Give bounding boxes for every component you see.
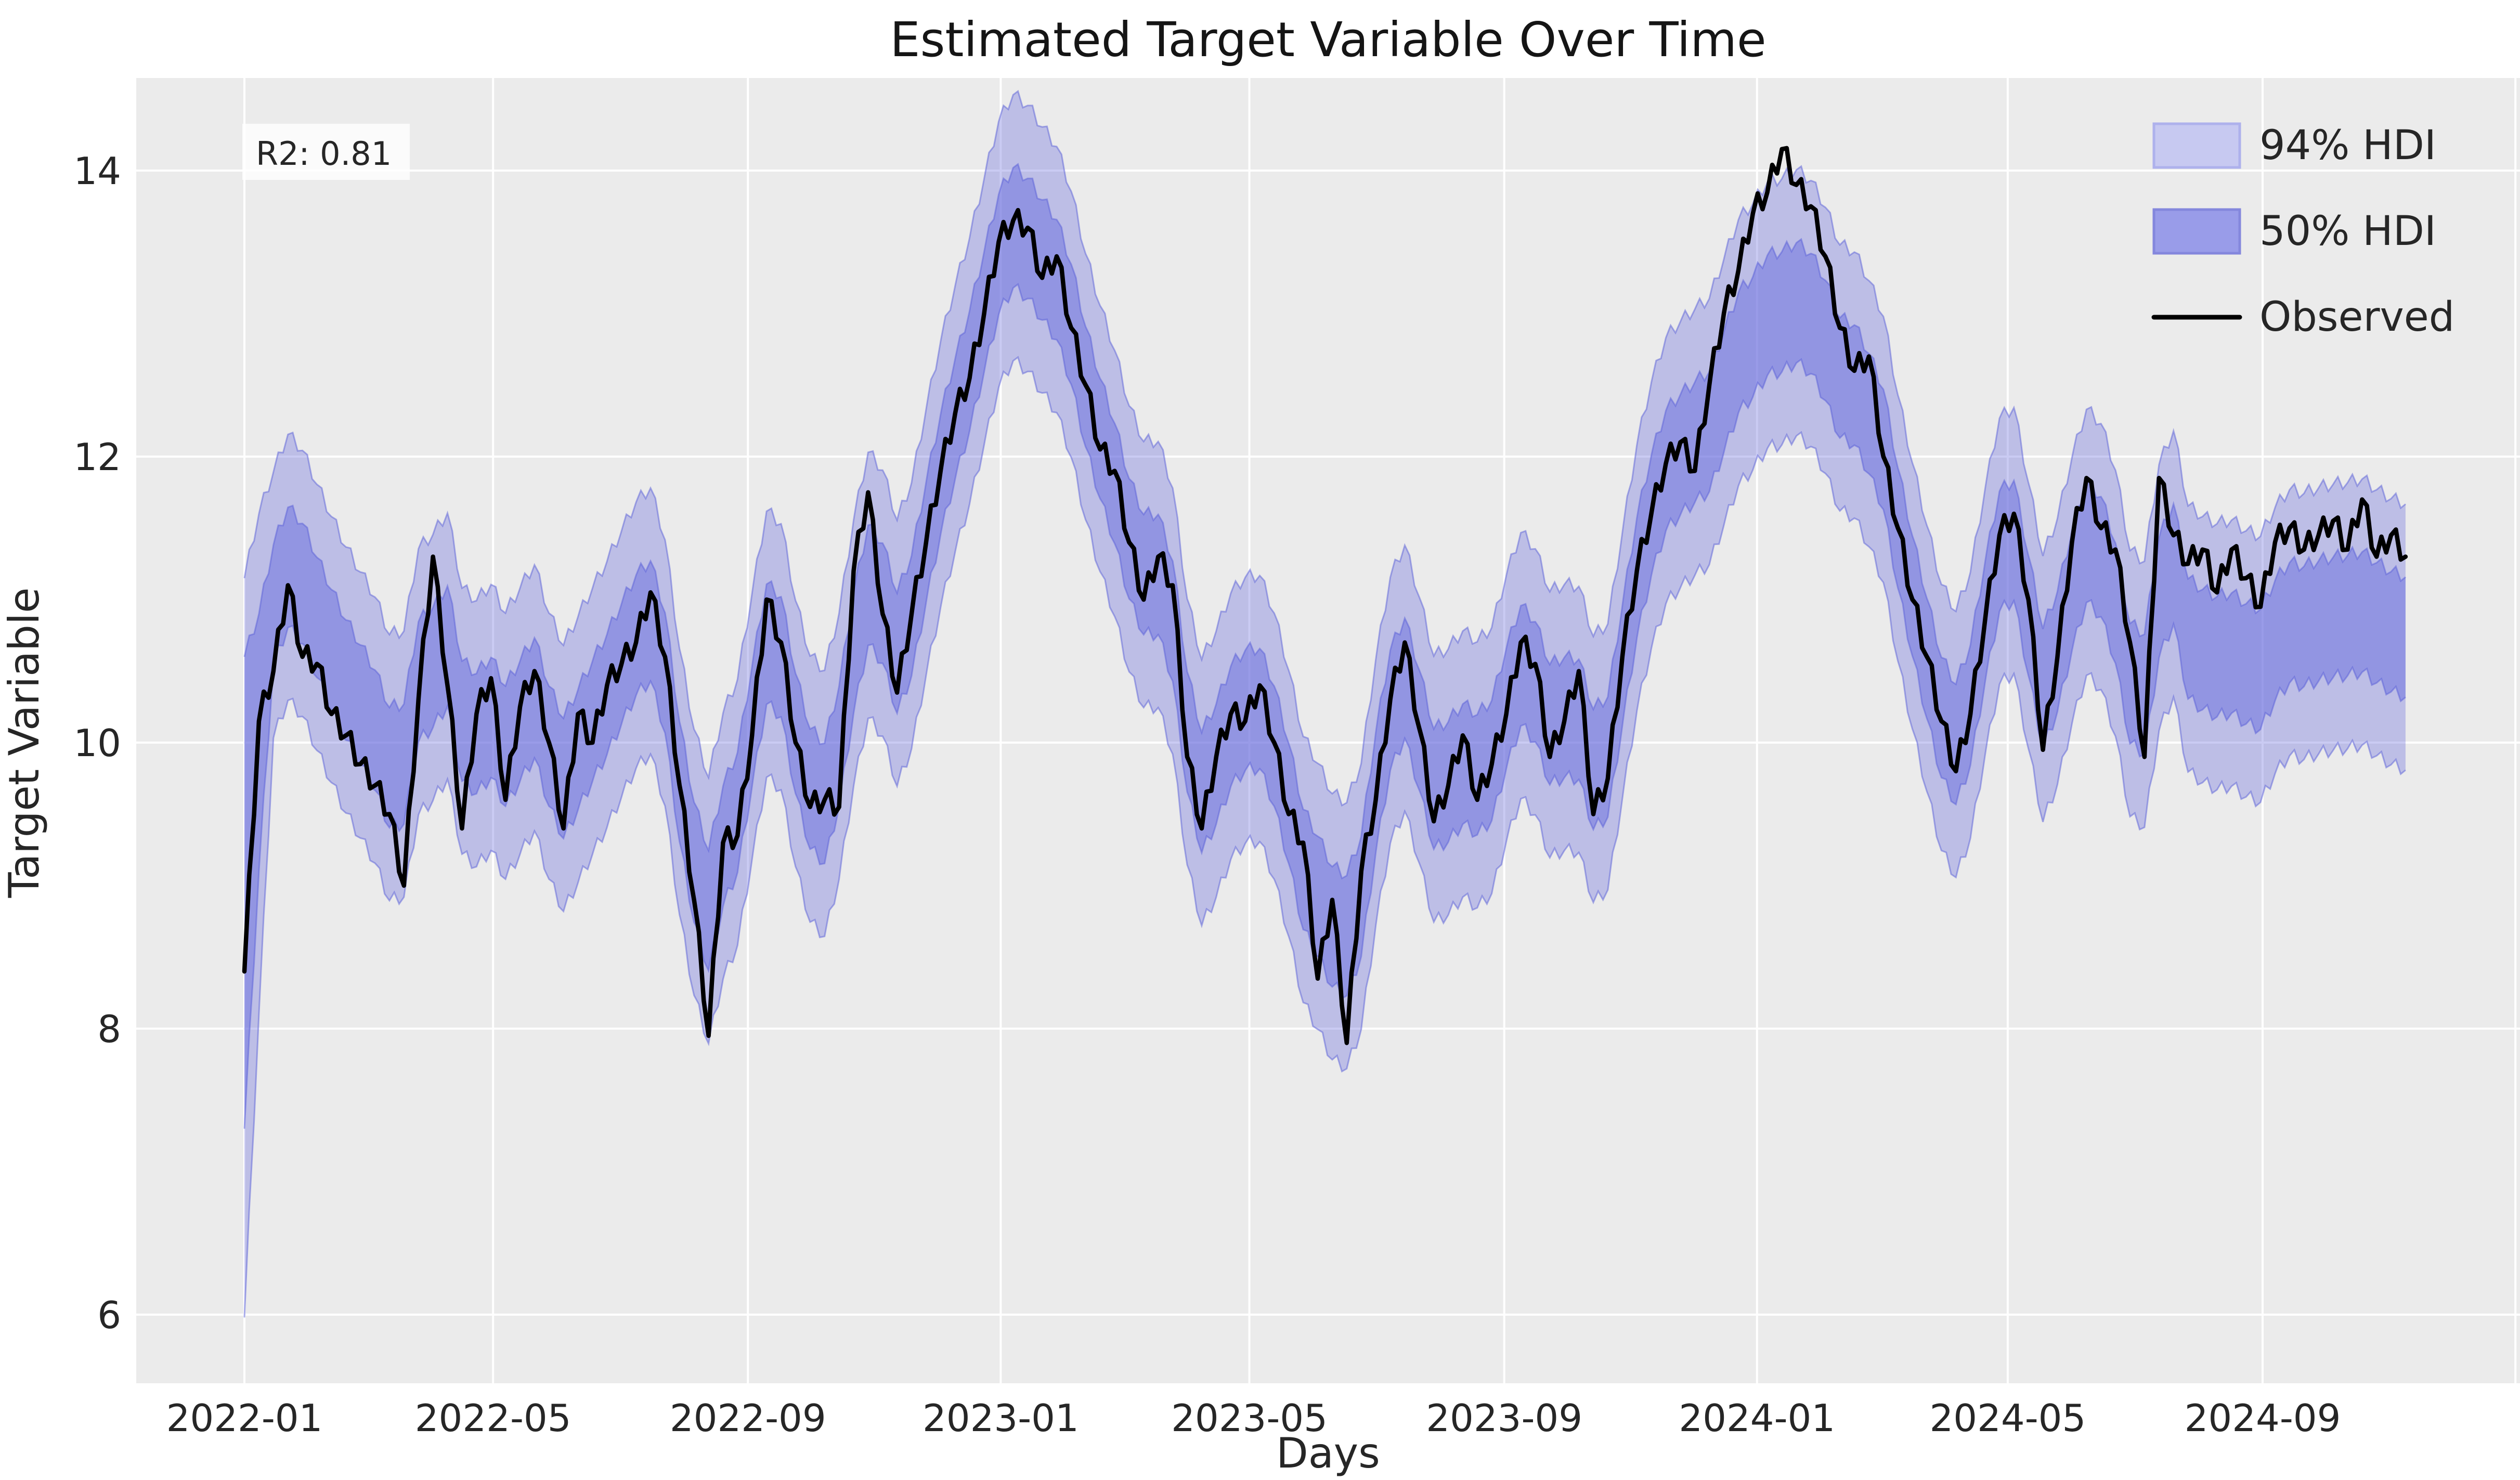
legend-label-hdi50: 50% HDI (2259, 208, 2436, 255)
legend-item-hdi94: 94% HDI (2152, 122, 2436, 169)
svg-text:2023-05: 2023-05 (1171, 1396, 1328, 1440)
legend-label-hdi94: 94% HDI (2259, 122, 2436, 169)
r2-annotation-text: R2: 0.81 (256, 135, 392, 173)
r2-annotation-box (242, 124, 410, 180)
x-axis-tick-labels: 2022-01 2022-05 2022-09 2023-01 2023-05 2023-… (166, 1396, 2341, 1440)
svg-text:8: 8 (97, 1007, 121, 1051)
gridlines (136, 78, 2520, 1383)
svg-text:6: 6 (97, 1293, 121, 1337)
y-axis-label: Target Variable (0, 588, 48, 899)
svg-text:10: 10 (73, 721, 121, 765)
svg-text:2022-01: 2022-01 (166, 1396, 323, 1440)
hdi94-band-upper-edge (243, 89, 2406, 807)
legend: 94% HDI 50% HDI Observed (2151, 122, 2454, 341)
x-axis-label: Days (1276, 1429, 1380, 1477)
svg-text:2022-09: 2022-09 (670, 1396, 826, 1440)
hdi94-swatch-icon (2152, 122, 2241, 169)
legend-label-observed: Observed (2259, 294, 2454, 341)
svg-text:2023-01: 2023-01 (923, 1396, 1079, 1440)
hdi50-band-fill (244, 164, 2406, 1129)
hdi94-band-lower-edge (243, 356, 2406, 1318)
svg-text:2024-01: 2024-01 (1679, 1396, 1835, 1440)
hdi-bands-and-observed-series (242, 89, 2408, 1318)
svg-text:12: 12 (73, 435, 121, 479)
hdi50-band-upper-edge (243, 163, 2406, 880)
svg-text:2022-05: 2022-05 (415, 1396, 571, 1440)
r2-annotation: R2: 0.81 (242, 124, 410, 180)
observed-series-line (242, 146, 2408, 1045)
svg-text:2024-09: 2024-09 (2185, 1396, 2341, 1440)
y-axis-tick-labels: 6 8 10 12 14 (73, 149, 121, 1337)
svg-text:2024-05: 2024-05 (1929, 1396, 2086, 1440)
legend-item-hdi50: 50% HDI (2152, 208, 2436, 255)
svg-text:14: 14 (73, 149, 121, 193)
hdi50-swatch-icon (2152, 208, 2241, 255)
svg-text:2023-09: 2023-09 (1426, 1396, 1582, 1440)
chart-title: Estimated Target Variable Over Time (890, 12, 1766, 68)
legend-item-observed: Observed (2151, 294, 2454, 341)
